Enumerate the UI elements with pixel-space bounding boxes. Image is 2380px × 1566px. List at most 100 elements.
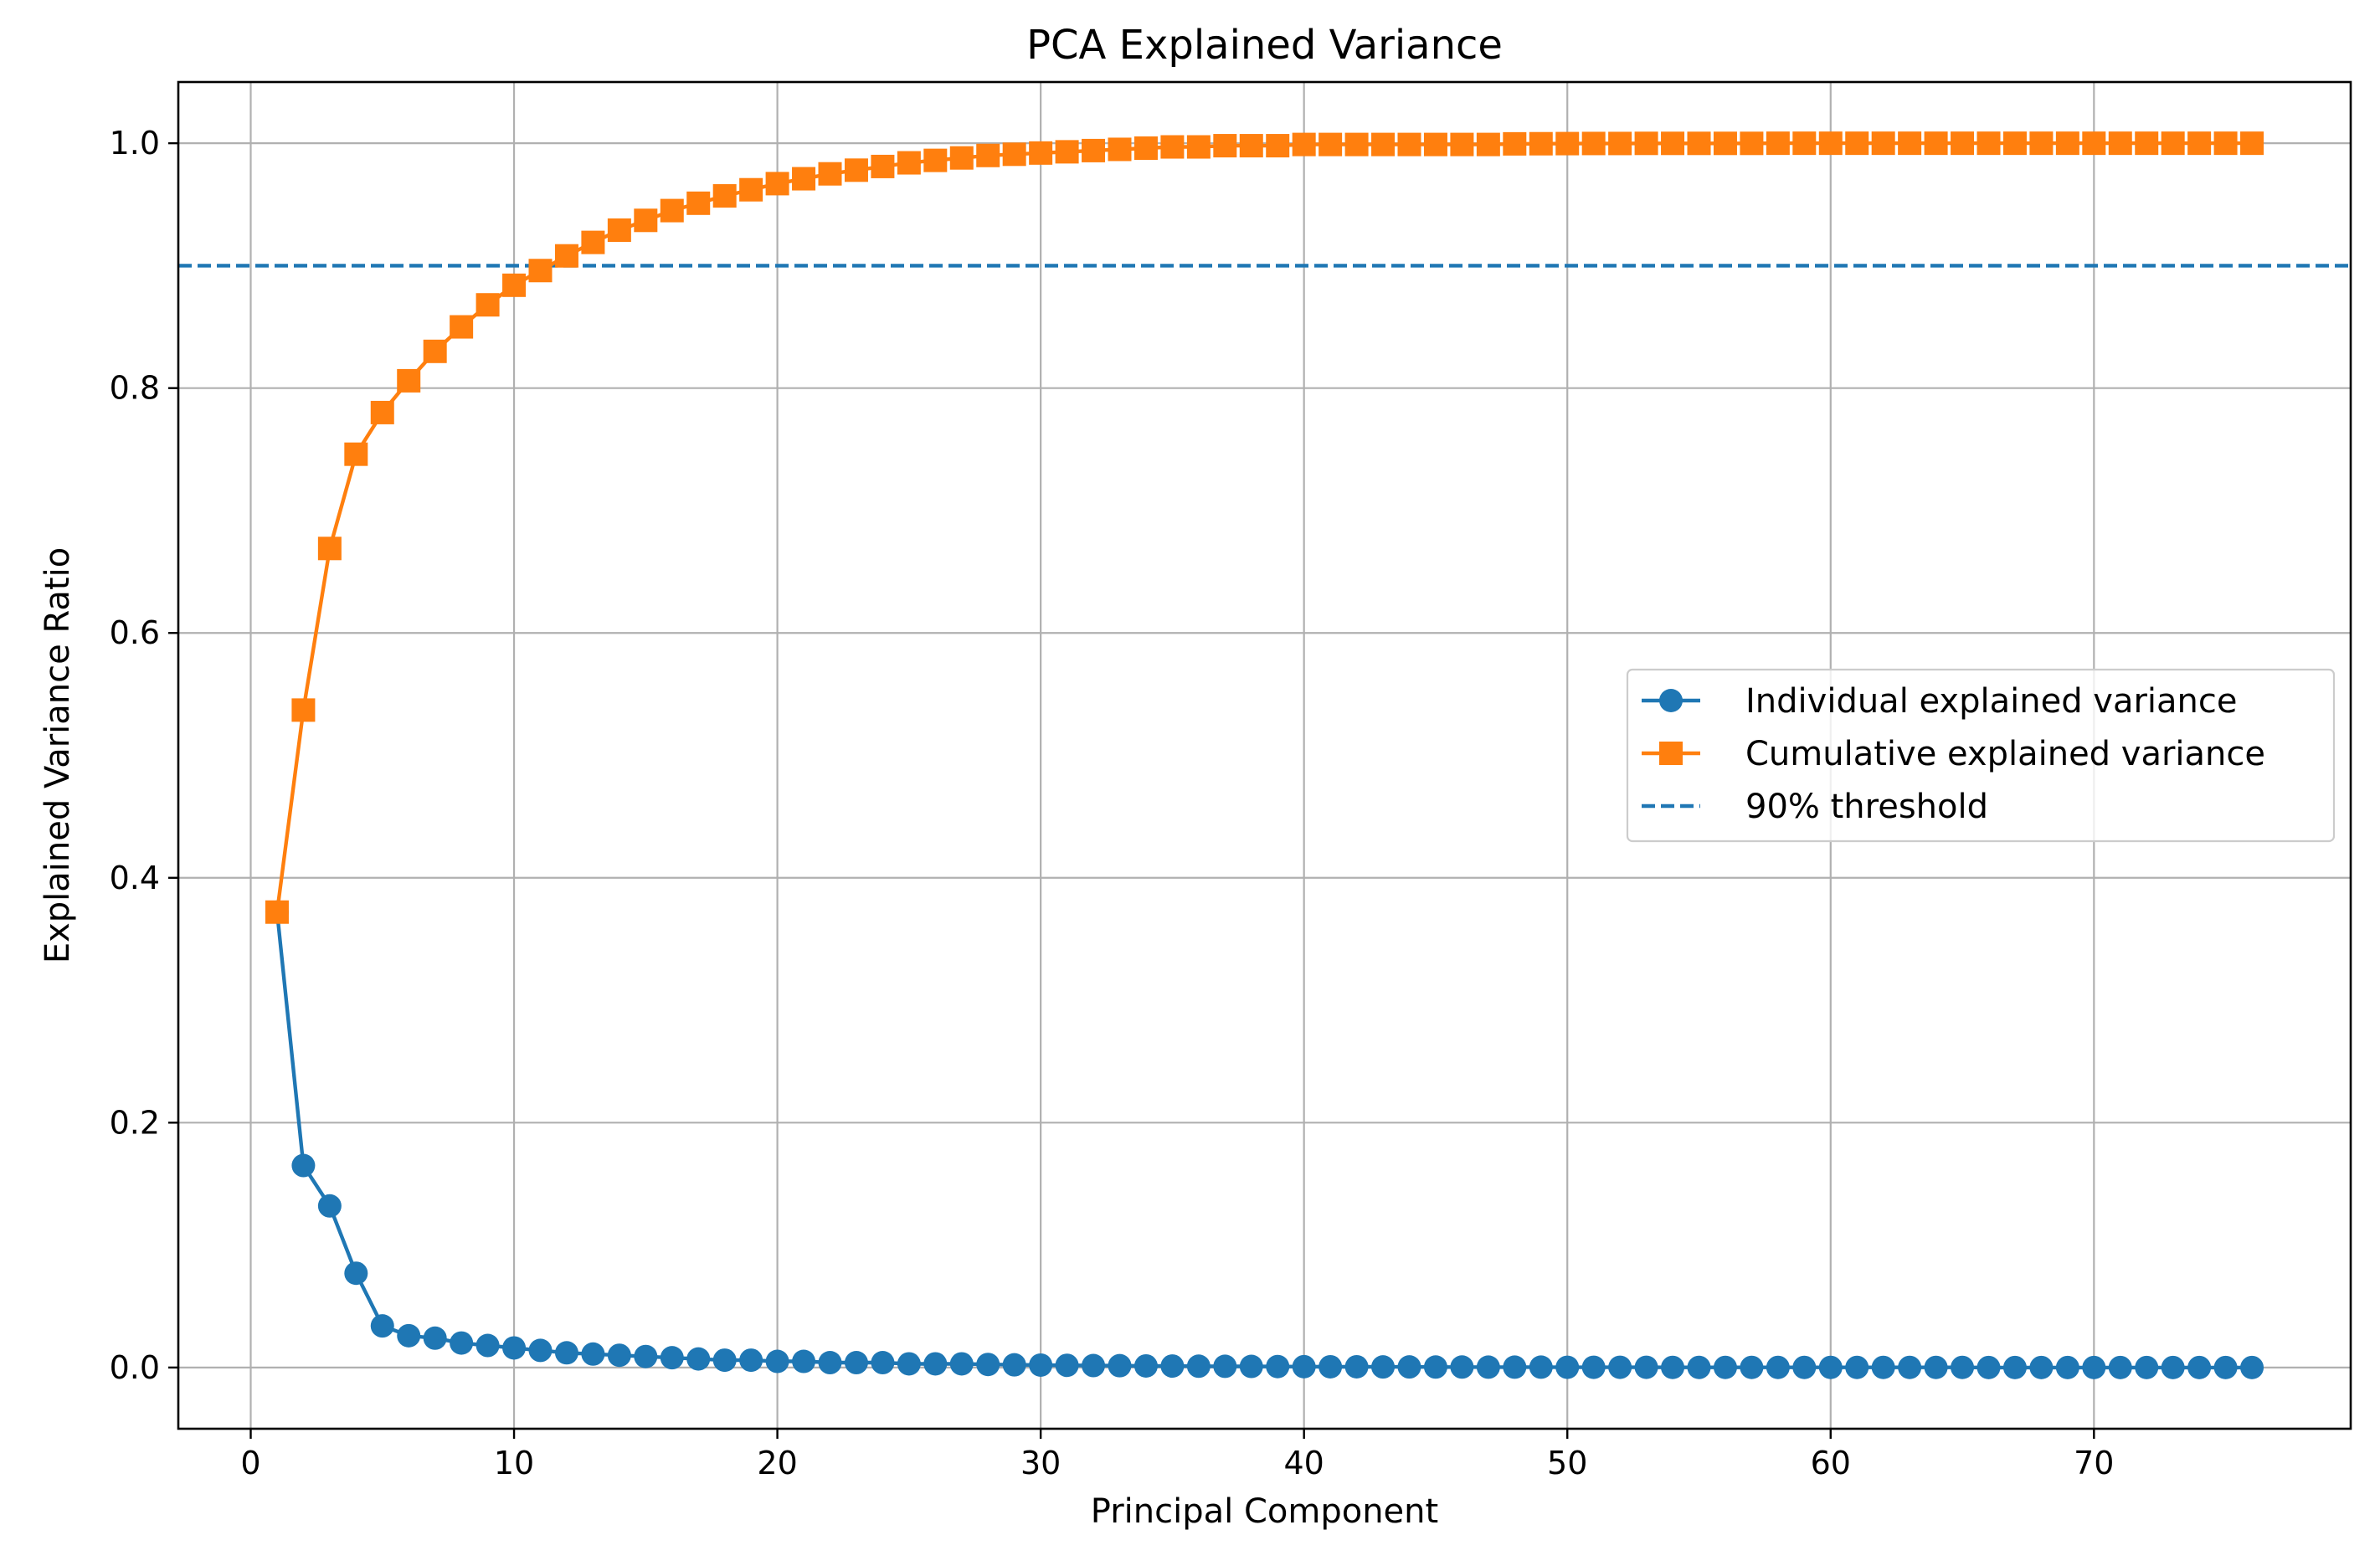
- individual-variance-point: [1108, 1353, 1132, 1378]
- individual-variance-point: [1344, 1354, 1369, 1379]
- cumulative-variance-point: [1239, 134, 1263, 158]
- y-tick-label: 0.8: [110, 370, 160, 407]
- cumulative-variance-point: [1634, 131, 1658, 156]
- cumulative-variance-point: [2187, 131, 2212, 156]
- cumulative-variance-point: [1581, 131, 1606, 156]
- cumulative-variance-point: [739, 177, 763, 202]
- cumulative-variance-point: [502, 273, 527, 297]
- individual-variance-point: [1555, 1355, 1580, 1379]
- individual-variance-point: [581, 1342, 605, 1366]
- cumulative-variance-point: [712, 184, 737, 208]
- individual-variance-point: [423, 1326, 447, 1350]
- individual-variance-line: [275, 911, 2252, 1370]
- individual-variance-point: [1845, 1355, 1869, 1379]
- cumulative-variance-point: [1029, 141, 1053, 165]
- cumulative-variance-point: [607, 218, 631, 242]
- individual-variance-point: [818, 1351, 842, 1375]
- individual-variance-point: [1871, 1355, 1895, 1379]
- cumulative-variance-point: [1319, 132, 1343, 157]
- cumulative-variance-point: [765, 172, 789, 196]
- cumulative-variance-point: [2055, 131, 2079, 156]
- individual-variance-point: [1002, 1353, 1026, 1377]
- individual-variance-point: [475, 1333, 500, 1358]
- individual-variance-point: [2161, 1355, 2185, 1379]
- cumulative-variance-point: [1344, 132, 1369, 157]
- cumulative-variance-point: [1687, 131, 1711, 156]
- cumulative-variance-point: [2002, 131, 2027, 156]
- cumulative-variance-point: [1951, 131, 1975, 156]
- cumulative-variance-point: [1002, 142, 1026, 167]
- x-tick-label: 20: [757, 1445, 797, 1481]
- cumulative-variance-point: [1082, 138, 1106, 162]
- grid-layer: [178, 82, 2351, 1429]
- legend-label-threshold: 90% threshold: [1745, 788, 1988, 826]
- cumulative-variance-point: [1661, 131, 1685, 156]
- individual-variance-point: [1133, 1353, 1158, 1378]
- individual-variance-point: [844, 1351, 868, 1375]
- individual-variance-point: [1082, 1353, 1106, 1378]
- cumulative-variance-point: [1108, 137, 1132, 162]
- cumulative-variance-point: [1292, 132, 1316, 157]
- cumulative-variance-point: [528, 259, 553, 283]
- cumulative-variance-point: [1898, 131, 1922, 156]
- individual-variance-point: [2002, 1355, 2027, 1379]
- cumulative-variance-point: [1503, 131, 1527, 156]
- individual-variance-point: [739, 1348, 763, 1373]
- individual-variance-point: [1397, 1355, 1421, 1379]
- individual-variance-point: [554, 1341, 578, 1365]
- y-tick-label: 1.0: [110, 125, 160, 162]
- individual-variance-point: [1740, 1355, 1764, 1379]
- cumulative-variance-point: [2213, 131, 2238, 156]
- cumulative-variance-point: [1133, 136, 1158, 160]
- individual-variance-point: [1029, 1353, 1053, 1377]
- individual-variance-point: [450, 1331, 474, 1355]
- individual-variance-point: [792, 1349, 816, 1373]
- individual-variance-point: [634, 1344, 658, 1368]
- cumulative-variance-point: [1555, 131, 1580, 156]
- tick-layer: 0 10 20 30 40 50 60 70 0.0 0.2 0.4 0.6 0.8 1.0: [110, 125, 2115, 1481]
- cumulative-variance-point: [1476, 132, 1500, 157]
- individual-variance-point: [1687, 1355, 1711, 1379]
- cumulative-variance-point: [949, 146, 974, 170]
- cumulative-variance-point: [1792, 131, 1817, 156]
- individual-variance-point: [1898, 1355, 1922, 1379]
- individual-variance-point: [1213, 1354, 1237, 1379]
- chart-title: PCA Explained Variance: [1026, 22, 1503, 69]
- cumulative-variance-point: [1186, 135, 1211, 159]
- x-tick-label: 40: [1284, 1445, 1324, 1481]
- individual-variance-point: [871, 1351, 895, 1375]
- individual-variance-point: [712, 1348, 737, 1373]
- individual-variance-point: [370, 1314, 394, 1338]
- cumulative-variance-point: [581, 230, 605, 254]
- cumulative-variance-point: [1924, 131, 1948, 156]
- cumulative-variance-point: [1160, 135, 1185, 159]
- y-tick-label: 0.2: [110, 1104, 160, 1141]
- individual-variance-point: [1661, 1355, 1685, 1379]
- individual-variance-point: [1319, 1354, 1343, 1379]
- individual-variance-point: [949, 1352, 974, 1376]
- cumulative-variance-point: [265, 900, 289, 924]
- individual-variance-point: [2108, 1355, 2132, 1379]
- individual-variance-point: [1186, 1354, 1211, 1379]
- cumulative-variance-line: [275, 141, 2252, 912]
- cumulative-variance-point: [291, 698, 316, 722]
- cumulative-variance-point: [871, 154, 895, 178]
- individual-variance-point: [1924, 1355, 1948, 1379]
- x-axis-label: Principal Component: [1091, 1492, 1438, 1531]
- individual-variance-point: [344, 1261, 368, 1286]
- individual-variance-point: [2082, 1355, 2106, 1379]
- y-tick-label: 0.0: [110, 1349, 160, 1386]
- x-tick-label: 30: [1020, 1445, 1061, 1481]
- individual-variance-point: [502, 1336, 527, 1360]
- legend-marker-cumulative: [1659, 742, 1683, 765]
- individual-variance-point: [660, 1346, 684, 1370]
- cumulative-variance-point: [423, 339, 447, 363]
- individual-variance-point: [2135, 1355, 2159, 1379]
- cumulative-variance-point: [1608, 131, 1632, 156]
- individual-variance-point: [1634, 1355, 1658, 1379]
- individual-variance-point: [976, 1353, 1000, 1377]
- cumulative-variance-point: [1818, 131, 1843, 156]
- individual-variance-point: [2029, 1355, 2054, 1379]
- legend-label-cumulative: Cumulative explained variance: [1745, 735, 2265, 773]
